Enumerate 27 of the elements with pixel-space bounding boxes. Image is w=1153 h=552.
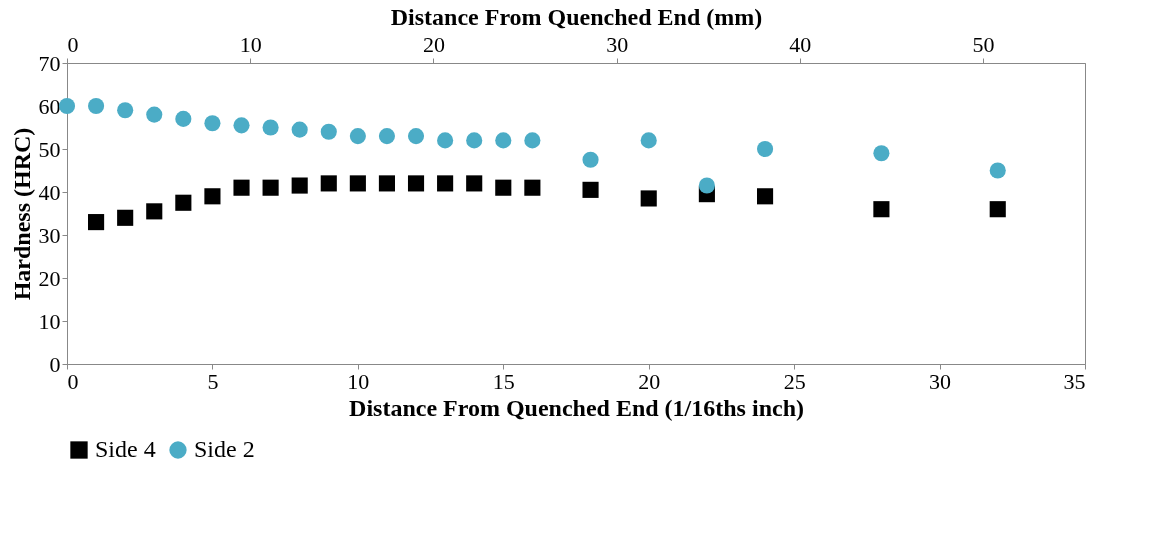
- x2-tick-label: 20: [422, 31, 445, 57]
- x2-tick-label: 50: [972, 31, 995, 57]
- x-tick-label: 10: [347, 368, 370, 394]
- y-tick-label: 50: [38, 136, 61, 162]
- y-axis-title: Hardness (HRC): [8, 127, 35, 301]
- y-tick-label: 60: [38, 93, 61, 119]
- y-tick-label: 10: [38, 308, 61, 334]
- x-tick-label: 5: [207, 368, 219, 394]
- y-tick-label: 70: [38, 50, 61, 76]
- x2-tick-label: 10: [239, 31, 262, 57]
- x-tick-label: 30: [929, 368, 952, 394]
- y-tick-label: 40: [38, 179, 61, 205]
- x-axis-title: Distance From Quenched End (1/16ths inch): [349, 394, 804, 421]
- x-tick-label: 25: [783, 368, 806, 394]
- legend-label: Side 4: [95, 436, 156, 462]
- x2-axis-title: Distance From Quenched End (mm): [390, 3, 763, 30]
- x2-tick-label: 40: [789, 31, 812, 57]
- y-tick-label: 20: [38, 265, 61, 291]
- x-tick-label: 0: [67, 368, 79, 394]
- x-tick-label: 35: [1063, 368, 1086, 394]
- legend-label: Side 2: [194, 436, 255, 462]
- x2-tick-label: 30: [606, 31, 629, 57]
- y-tick-label: 0: [49, 351, 61, 377]
- y-tick-label: 30: [38, 222, 61, 248]
- x-tick-label: 20: [638, 368, 661, 394]
- x-tick-label: 15: [492, 368, 515, 394]
- x2-tick-label: 0: [67, 31, 79, 57]
